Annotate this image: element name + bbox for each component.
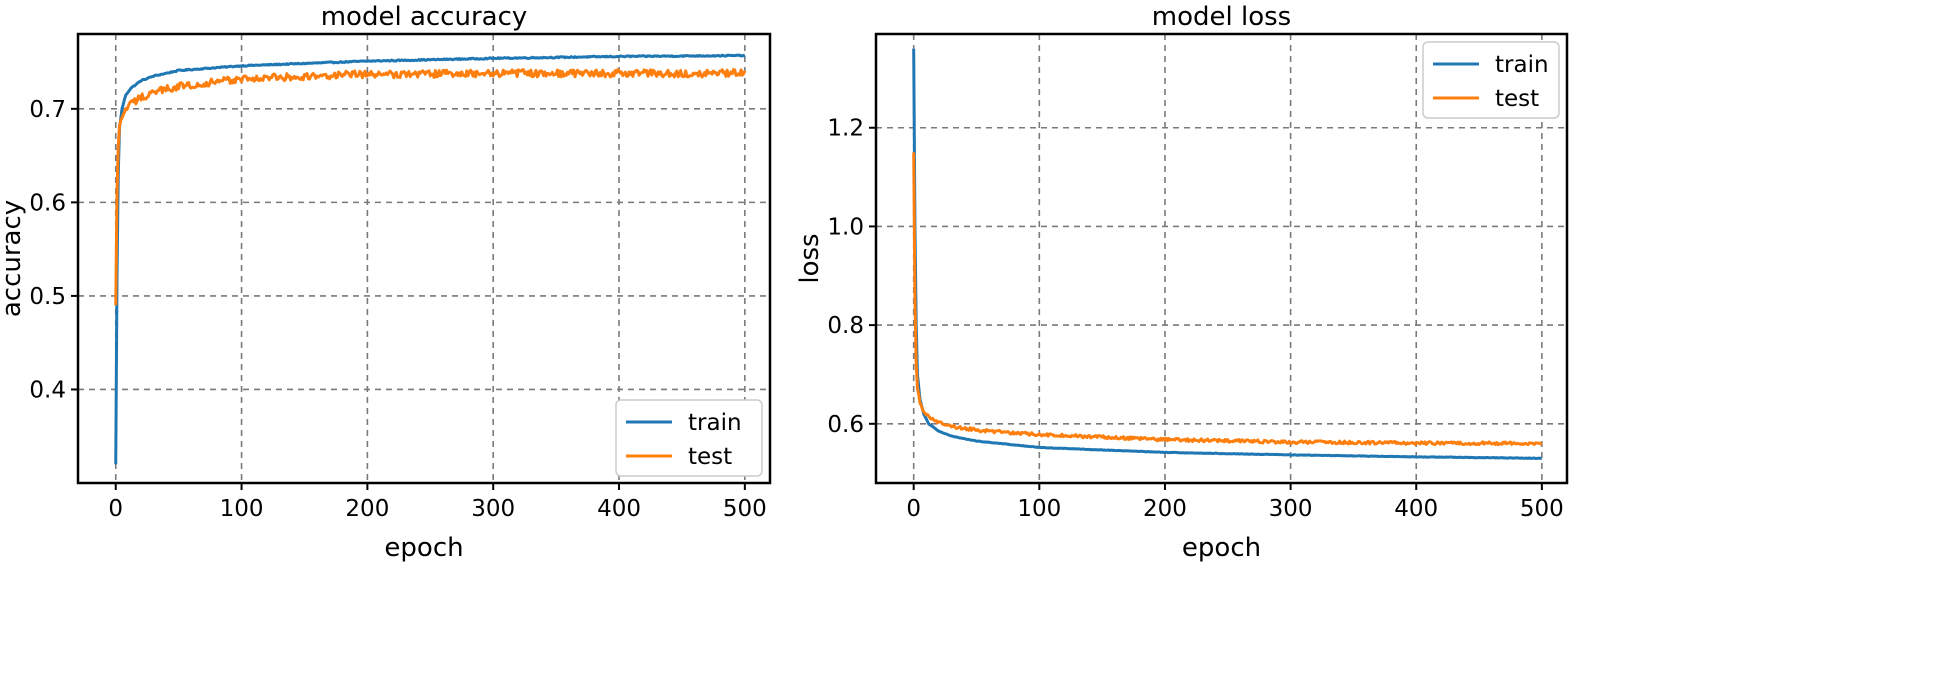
x-tick-label: 300 [471,496,515,522]
accuracy-chart-title: model accuracy [321,2,528,32]
y-tick-label: 0.6 [29,190,66,216]
y-tick-label: 1.0 [827,214,864,240]
loss-legend: train test [1422,41,1560,119]
accuracy-legend-train-label: train [688,410,742,436]
x-tick-label: 200 [345,496,389,522]
x-tick-label: 400 [1394,496,1438,522]
y-tick-label: 1.2 [827,116,864,142]
loss-legend-train-label: train [1495,52,1549,78]
y-tick-label: 0.6 [827,412,864,438]
loss-series-lines [912,48,1543,460]
accuracy-ticks: 0 100 200 300 400 500 0.4 0.5 0.6 0.7 [29,97,766,522]
x-tick-label: 200 [1143,496,1187,522]
accuracy-x-axis-label: epoch [384,533,463,563]
accuracy-y-axis-label: accuracy [0,200,27,317]
x-tick-label: 500 [1520,496,1564,522]
y-tick-label: 0.8 [827,313,864,339]
x-tick-label: 300 [1269,496,1313,522]
accuracy-axes-frame [76,32,772,485]
loss-ticks: 0 100 200 300 400 500 0.6 0.8 1.0 1.2 [827,116,1563,522]
loss-y-axis-label: loss [795,233,825,283]
x-tick-label: 100 [1017,496,1061,522]
y-tick-label: 0.7 [29,97,66,123]
x-tick-label: 500 [723,496,767,522]
series-line-test [912,152,1543,447]
accuracy-series-lines [114,53,747,465]
series-line-train [912,48,1543,460]
series-line-train [114,53,746,465]
y-tick-label: 0.4 [29,377,66,403]
x-tick-label: 400 [597,496,641,522]
loss-gridlines [876,34,1567,483]
x-tick-label: 0 [906,496,921,522]
x-tick-label: 0 [108,496,123,522]
accuracy-chart: 0 100 200 300 400 500 0.4 0.5 0.6 0.7 model accur… [0,2,772,563]
accuracy-legend: train test [615,399,763,477]
loss-axes-frame [874,32,1569,485]
loss-x-axis-label: epoch [1182,533,1261,563]
series-line-test [114,68,747,306]
loss-legend-test-label: test [1495,86,1539,112]
accuracy-legend-test-label: test [688,444,732,470]
y-tick-label: 0.5 [29,284,66,310]
x-tick-label: 100 [220,496,264,522]
loss-chart-title: model loss [1152,2,1291,32]
